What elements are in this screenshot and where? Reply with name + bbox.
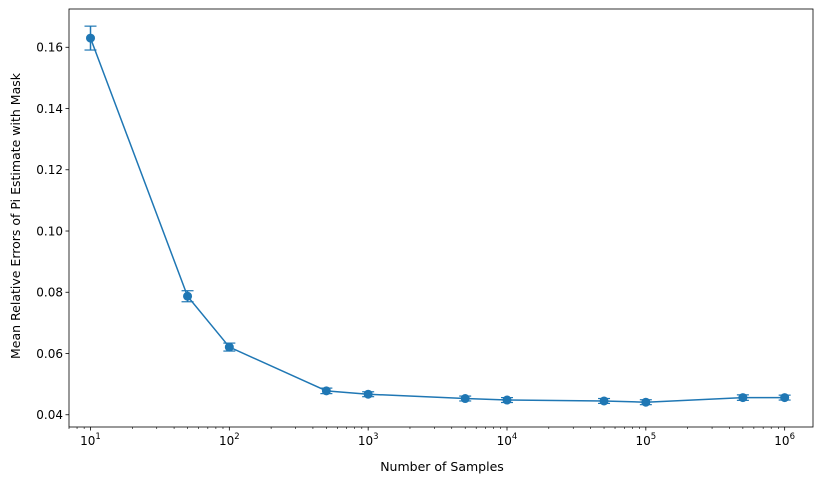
y-axis-label: Mean Relative Errors of Pi Estimate with… (8, 72, 23, 359)
plot-area (84, 25, 791, 407)
data-point (183, 291, 193, 301)
x-tick-label-exponent: 6 (790, 432, 795, 442)
y-tick-label: 0.08 (36, 286, 63, 300)
plot-frame (68, 8, 814, 428)
x-tick-label: 105 (635, 432, 656, 448)
y-tick-label: 0.16 (36, 41, 63, 55)
data-point (86, 33, 96, 43)
x-tick-label: 103 (358, 432, 379, 448)
x-tick-label-exponent: 1 (95, 432, 100, 442)
x-tick-label-base: 10 (635, 434, 650, 448)
data-point (321, 386, 331, 396)
x-tick-label-base: 10 (80, 434, 95, 448)
x-tick-label: 104 (497, 432, 518, 448)
x-tick-label-exponent: 4 (512, 432, 517, 442)
x-tick-label-exponent: 2 (234, 432, 239, 442)
x-tick-label: 102 (219, 432, 240, 448)
y-axis-ticks: 0.04 0.06 0.08 0.10 0.12 0.14 0.16 (36, 41, 69, 422)
y-tick-label: 0.14 (36, 102, 63, 116)
data-point (738, 393, 748, 403)
x-tick-label-base: 10 (774, 434, 789, 448)
data-point (363, 389, 373, 399)
x-tick-label: 101 (80, 432, 101, 448)
y-tick-label: 0.04 (36, 408, 63, 422)
x-tick-label: 106 (774, 432, 795, 448)
x-tick-label-exponent: 3 (373, 432, 378, 442)
x-tick-label-base: 10 (219, 434, 234, 448)
data-point (641, 397, 651, 407)
y-tick-label: 0.12 (36, 163, 63, 177)
y-tick-label: 0.10 (36, 224, 63, 238)
data-point (224, 342, 234, 352)
data-point (460, 394, 470, 404)
x-axis-ticks: 101 102 103 104 105 106 (68, 427, 795, 448)
y-tick-label: 0.06 (36, 347, 63, 361)
x-tick-label-exponent: 5 (651, 432, 656, 442)
data-point (780, 393, 790, 403)
x-tick-label-base: 10 (497, 434, 512, 448)
data-point (599, 396, 609, 406)
data-point (502, 395, 512, 405)
x-tick-label-base: 10 (358, 434, 373, 448)
x-axis-label: Number of Samples (380, 459, 504, 474)
